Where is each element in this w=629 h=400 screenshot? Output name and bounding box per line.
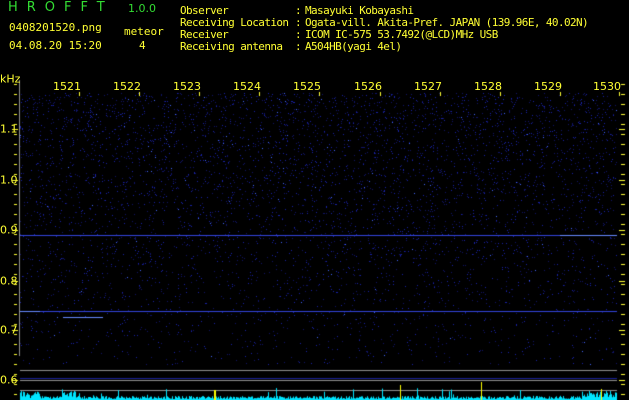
colon: : bbox=[295, 4, 302, 17]
file-datetime: 04.08.20 15:20 bbox=[9, 39, 102, 52]
x-tick-label: 1521 bbox=[53, 80, 81, 93]
y-unit-label: kHz bbox=[0, 72, 21, 86]
x-tick-label: 1529 bbox=[534, 80, 562, 93]
x-tick-label: 1528 bbox=[474, 80, 502, 93]
observer-label: Observer bbox=[180, 4, 229, 17]
meteor-count: 4 bbox=[139, 39, 146, 52]
location-value: Ogata-vill. Akita-Pref. JAPAN (139.96E, … bbox=[305, 16, 589, 29]
x-tick-label: 1527 bbox=[414, 80, 442, 93]
colon: : bbox=[295, 40, 302, 53]
y-tick-label: 1.0 bbox=[0, 173, 18, 187]
meteor-label: meteor bbox=[124, 25, 164, 38]
receiver-value: ICOM IC-575 53.7492(@LCD)MHz USB bbox=[305, 28, 498, 41]
x-tick-label: 1524 bbox=[233, 80, 261, 93]
y-tick-label: 0.8 bbox=[0, 274, 18, 288]
colon: : bbox=[295, 28, 302, 41]
y-tick-label: 0.6 bbox=[0, 373, 18, 387]
receiver-label: Receiver bbox=[180, 28, 229, 41]
x-tick-label: 1523 bbox=[173, 80, 201, 93]
app-title: HROFFT bbox=[8, 0, 114, 15]
location-label: Receiving Location bbox=[180, 16, 289, 29]
y-tick-label: 0.7 bbox=[0, 323, 18, 337]
app-version: 1.0.0 bbox=[128, 2, 156, 15]
antenna-value: A504HB(yagi 4el) bbox=[305, 40, 402, 53]
x-tick-label: 1525 bbox=[293, 80, 321, 93]
colon: : bbox=[295, 16, 302, 29]
observer-value: Masayuki Kobayashi bbox=[305, 4, 414, 17]
x-tick-label: 1526 bbox=[354, 80, 382, 93]
y-tick-label: 1.1 bbox=[0, 122, 18, 136]
antenna-label: Receiving antenna bbox=[180, 40, 283, 53]
x-tick-label: 1522 bbox=[113, 80, 141, 93]
y-tick-label: 0.9 bbox=[0, 223, 18, 237]
x-tick-label: 1530 bbox=[593, 80, 621, 93]
file-name: 0408201520.png bbox=[9, 21, 102, 34]
